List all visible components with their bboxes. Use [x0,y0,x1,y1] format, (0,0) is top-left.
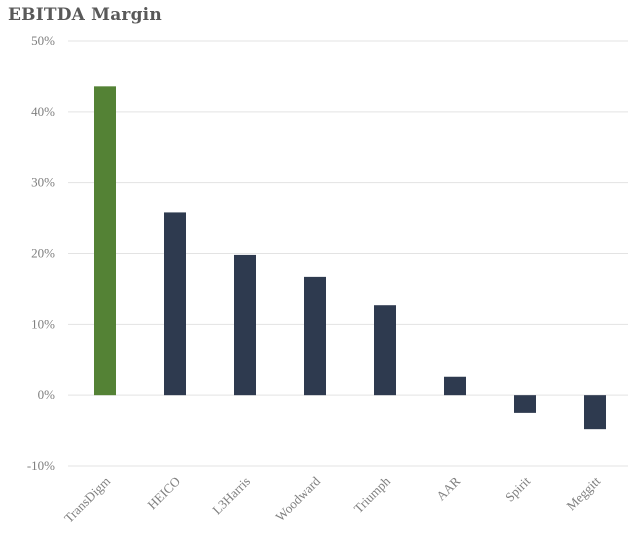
bar-meggitt [584,395,606,430]
x-tick-label: HEICO [144,474,183,513]
bar-woodward [304,276,326,396]
chart-title: EBITDA Margin [8,5,162,25]
bar-heico [164,212,186,396]
x-tick-label: Spirit [502,473,533,504]
x-tick-label: Meggitt [563,473,603,513]
x-tick-label: L3Harris [209,474,253,518]
bars [94,86,606,430]
bar-spirit [514,395,536,413]
y-axis-ticks: 50% 40% 30% 20% 10% 0% -10% [27,33,55,473]
x-tick-label: AAR [433,473,463,503]
x-tick-label: Triumph [351,473,394,516]
x-axis-labels: TransDigm HEICO L3Harris Woodward Triumph AAR… [61,473,603,526]
y-tick-label: 20% [31,246,55,261]
bar-transdigm [94,86,116,396]
gridlines [68,40,628,467]
bar-triumph [374,305,396,396]
y-tick-label: 30% [31,175,55,190]
y-tick-label: -10% [27,458,55,473]
y-tick-label: 10% [31,316,55,331]
y-tick-label: 50% [31,33,55,48]
x-tick-label: Woodward [272,473,323,524]
x-tick-label: TransDigm [61,474,113,526]
y-tick-label: 0% [38,387,56,402]
bar-aar [444,376,466,396]
y-tick-label: 40% [31,104,55,119]
bar-l3harris [234,254,256,396]
